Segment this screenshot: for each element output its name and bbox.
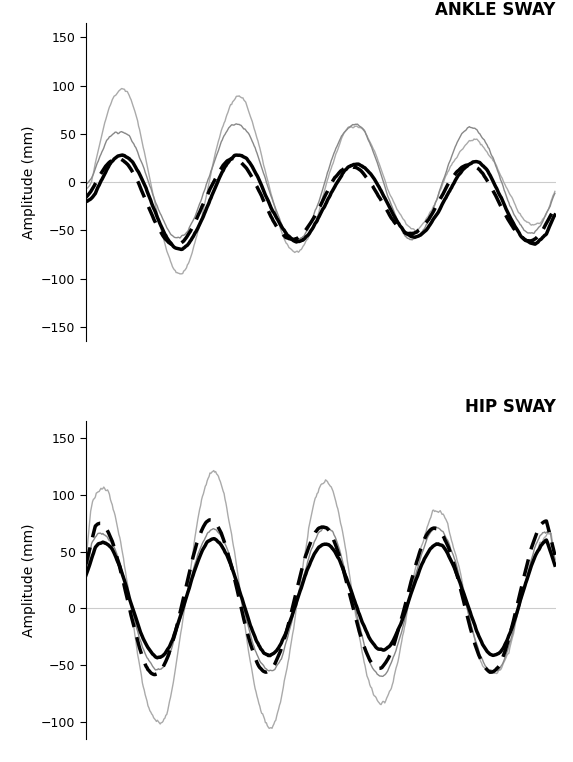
Text: HIP SWAY: HIP SWAY <box>465 399 556 417</box>
Text: ANKLE SWAY: ANKLE SWAY <box>435 1 556 18</box>
Y-axis label: Amplitude (mm): Amplitude (mm) <box>22 523 36 637</box>
Y-axis label: Amplitude (mm): Amplitude (mm) <box>22 125 36 239</box>
